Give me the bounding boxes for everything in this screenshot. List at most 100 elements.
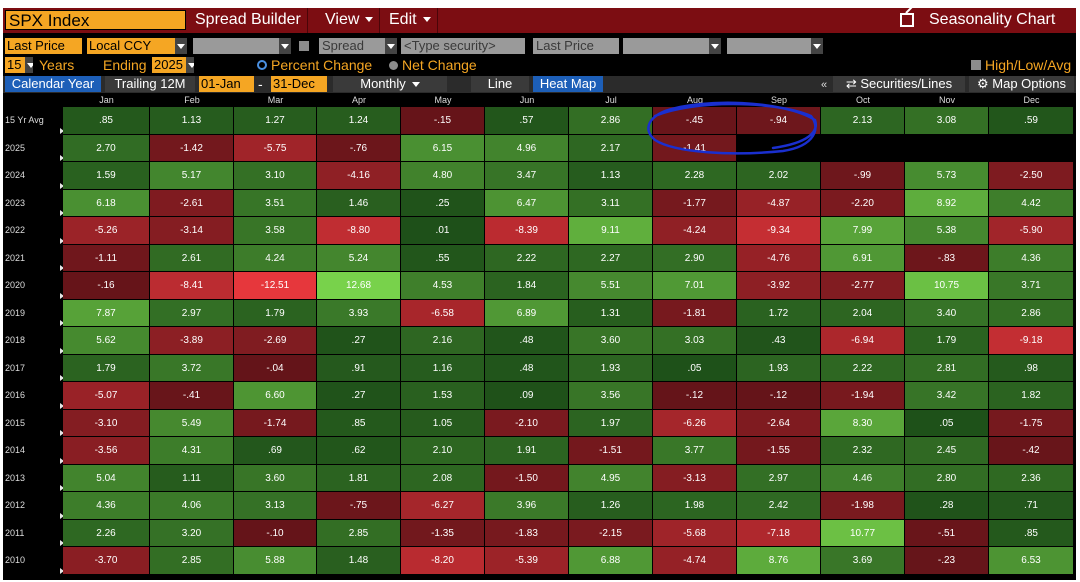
heat-map-button[interactable]: Heat Map <box>533 76 603 92</box>
heat-cell[interactable]: .27 <box>317 327 401 355</box>
map-options-button[interactable]: ⚙ Map Options <box>969 76 1074 92</box>
heat-cell[interactable]: 2.17 <box>569 134 653 162</box>
heat-cell[interactable]: -2.61 <box>150 189 234 217</box>
heat-cell[interactable]: -.45 <box>653 107 737 135</box>
heat-cell[interactable]: -.12 <box>737 382 821 410</box>
heat-cell[interactable]: 6.53 <box>989 547 1074 575</box>
heat-cell[interactable]: 2.10 <box>401 437 485 465</box>
heat-cell[interactable]: -1.75 <box>989 409 1074 437</box>
heat-cell[interactable]: -2.10 <box>485 409 569 437</box>
heat-cell[interactable]: -1.50 <box>485 464 569 492</box>
heat-cell[interactable]: .28 <box>905 492 989 520</box>
heat-cell[interactable]: 5.17 <box>150 162 234 190</box>
heat-cell[interactable]: 6.89 <box>485 299 569 327</box>
heat-cell[interactable] <box>989 134 1074 162</box>
heat-cell[interactable]: 6.60 <box>234 382 317 410</box>
heat-cell[interactable]: .48 <box>485 354 569 382</box>
heat-cell[interactable]: -3.89 <box>150 327 234 355</box>
heat-cell[interactable]: 2.27 <box>569 244 653 272</box>
heat-cell[interactable]: -6.58 <box>401 299 485 327</box>
heat-cell[interactable]: -2.15 <box>569 519 653 547</box>
percent-change-radio[interactable] <box>257 60 267 70</box>
heat-cell[interactable]: -8.39 <box>485 217 569 245</box>
heat-cell[interactable]: 7.87 <box>63 299 150 327</box>
heat-cell[interactable]: 1.91 <box>485 437 569 465</box>
heat-cell[interactable]: 5.49 <box>150 409 234 437</box>
heat-cell[interactable]: 3.51 <box>234 189 317 217</box>
heat-cell[interactable]: 6.18 <box>63 189 150 217</box>
heat-cell[interactable]: -5.39 <box>485 547 569 575</box>
heat-cell[interactable]: -3.92 <box>737 272 821 300</box>
heat-cell[interactable]: .85 <box>63 107 150 135</box>
heat-cell[interactable]: -.94 <box>737 107 821 135</box>
net-change-radio[interactable] <box>389 61 398 70</box>
heat-cell[interactable]: 3.69 <box>821 547 905 575</box>
heat-cell[interactable]: -.16 <box>63 272 150 300</box>
heat-cell[interactable]: 1.98 <box>653 492 737 520</box>
heat-cell[interactable]: -.41 <box>150 382 234 410</box>
heat-cell[interactable]: -1.77 <box>653 189 737 217</box>
heat-cell[interactable]: -1.98 <box>821 492 905 520</box>
heat-cell[interactable]: .98 <box>989 354 1074 382</box>
heat-cell[interactable]: 4.46 <box>821 464 905 492</box>
collapse-icon[interactable]: « <box>821 79 828 91</box>
heat-cell[interactable]: 1.27 <box>234 107 317 135</box>
heat-cell[interactable]: .43 <box>737 327 821 355</box>
heat-cell[interactable]: -8.80 <box>317 217 401 245</box>
start-date-field[interactable]: 01-Jan <box>199 76 254 92</box>
heat-cell[interactable]: -4.76 <box>737 244 821 272</box>
heat-cell[interactable]: 8.76 <box>737 547 821 575</box>
heat-cell[interactable]: .01 <box>401 217 485 245</box>
heat-cell[interactable]: -6.27 <box>401 492 485 520</box>
heat-cell[interactable]: -2.69 <box>234 327 317 355</box>
heat-cell[interactable]: 2.28 <box>653 162 737 190</box>
heat-cell[interactable]: 3.71 <box>989 272 1074 300</box>
heat-cell[interactable]: -1.42 <box>150 134 234 162</box>
heat-cell[interactable]: 5.38 <box>905 217 989 245</box>
heat-cell[interactable]: 4.53 <box>401 272 485 300</box>
heat-cell[interactable]: 9.11 <box>569 217 653 245</box>
heat-cell[interactable]: 2.32 <box>821 437 905 465</box>
heat-cell[interactable]: 1.93 <box>569 354 653 382</box>
heat-cell[interactable]: 4.36 <box>63 492 150 520</box>
heat-cell[interactable]: 1.48 <box>317 547 401 575</box>
heat-cell[interactable]: .48 <box>485 327 569 355</box>
heat-cell[interactable]: .69 <box>234 437 317 465</box>
heat-cell[interactable]: 4.80 <box>401 162 485 190</box>
empty-select-3[interactable] <box>727 38 823 54</box>
heat-cell[interactable]: -1.55 <box>737 437 821 465</box>
heat-cell[interactable]: -9.34 <box>737 217 821 245</box>
heat-cell[interactable]: 7.01 <box>653 272 737 300</box>
heat-cell[interactable]: -.10 <box>234 519 317 547</box>
heat-cell[interactable]: 1.05 <box>401 409 485 437</box>
heat-cell[interactable]: 2.16 <box>401 327 485 355</box>
heat-cell[interactable]: -5.26 <box>63 217 150 245</box>
price-field-2-select[interactable]: Last Price <box>533 38 619 54</box>
heat-cell[interactable]: -1.41 <box>653 134 737 162</box>
heat-cell[interactable]: .57 <box>485 107 569 135</box>
heat-cell[interactable]: -5.90 <box>989 217 1074 245</box>
heat-cell[interactable]: 1.93 <box>737 354 821 382</box>
heat-cell[interactable]: -1.35 <box>401 519 485 547</box>
heat-cell[interactable]: -2.64 <box>737 409 821 437</box>
heat-cell[interactable]: 4.24 <box>234 244 317 272</box>
heat-cell[interactable]: -5.68 <box>653 519 737 547</box>
heat-cell[interactable]: 2.22 <box>485 244 569 272</box>
heat-cell[interactable]: 2.85 <box>317 519 401 547</box>
heat-cell[interactable]: .25 <box>401 189 485 217</box>
heat-cell[interactable]: 2.61 <box>150 244 234 272</box>
heat-cell[interactable]: -.42 <box>989 437 1074 465</box>
heat-cell[interactable]: -.51 <box>905 519 989 547</box>
heat-cell[interactable]: 5.62 <box>63 327 150 355</box>
heat-cell[interactable]: 3.60 <box>234 464 317 492</box>
ending-year-stepper[interactable]: 2025 <box>152 57 194 73</box>
ticker-field[interactable]: SPX Index <box>5 10 186 30</box>
heat-cell[interactable]: -6.26 <box>653 409 737 437</box>
heat-cell[interactable]: 5.24 <box>317 244 401 272</box>
heat-cell[interactable]: -1.81 <box>653 299 737 327</box>
heat-cell[interactable]: -.15 <box>401 107 485 135</box>
heat-cell[interactable]: -4.16 <box>317 162 401 190</box>
high-low-checkbox[interactable] <box>971 60 981 70</box>
heat-cell[interactable]: 5.88 <box>234 547 317 575</box>
heat-cell[interactable]: .09 <box>485 382 569 410</box>
